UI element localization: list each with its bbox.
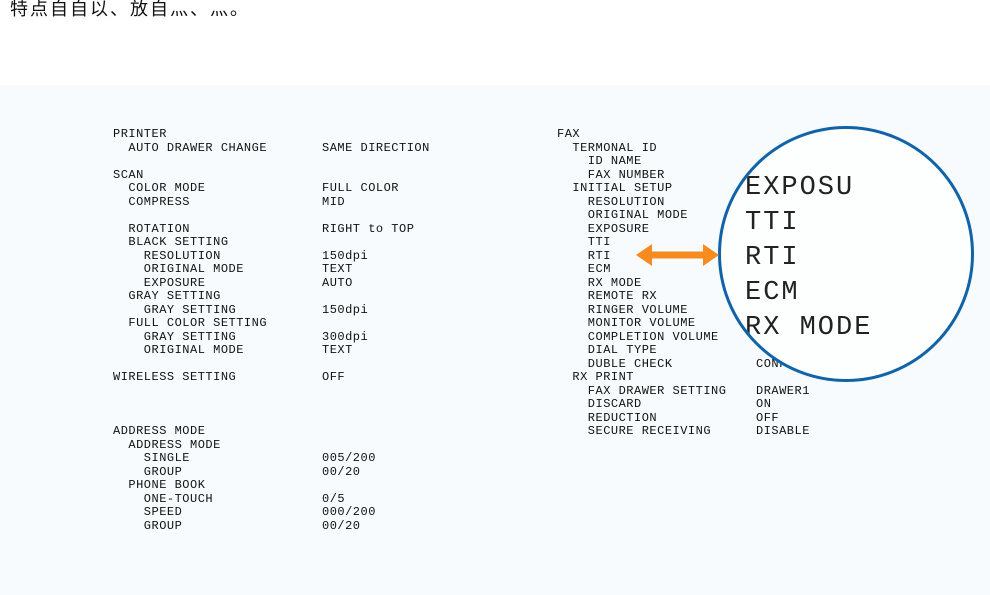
right-column-labels: FAX TERMONAL ID ID NAME FAX NUMBER INITI… (557, 128, 726, 439)
magnifier-zoom-text: EXPOSU TTI RTI ECM RX MODE (745, 171, 872, 346)
header-text-fragment: 特点自自以、放自灬、灬。 (10, 0, 250, 21)
left-column-labels: PRINTER AUTO DRAWER CHANGE SCAN COLOR MO… (113, 128, 267, 533)
magnifier-circle: EXPOSU TTI RTI ECM RX MODE (718, 126, 974, 382)
left-column-values: SAME DIRECTION FULL COLOR MID RIGHT to T… (322, 128, 430, 533)
